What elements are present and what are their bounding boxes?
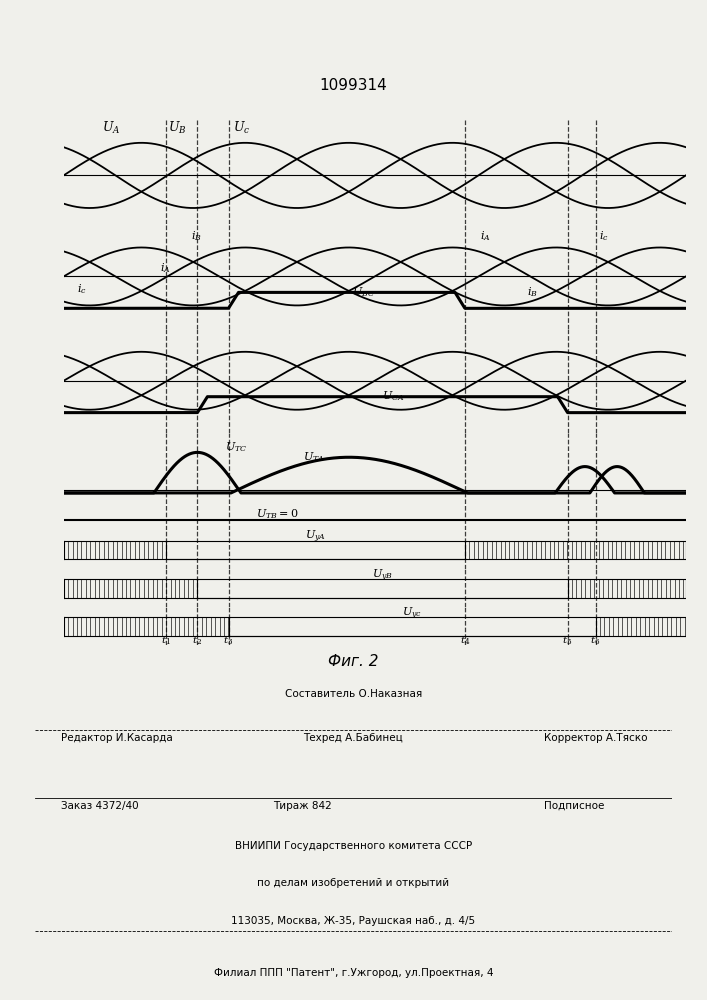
Text: $i_A$: $i_A$ — [160, 261, 171, 275]
Text: $U_{yc}$: $U_{yc}$ — [402, 605, 422, 622]
Text: $t_2$: $t_2$ — [192, 634, 202, 647]
Text: Техред А.Бабинец: Техред А.Бабинец — [303, 733, 402, 743]
Text: $t_1$: $t_1$ — [161, 634, 171, 647]
Text: $i_c$: $i_c$ — [599, 229, 609, 243]
Text: $U_c$: $U_c$ — [233, 119, 250, 136]
Text: Заказ 4372/40: Заказ 4372/40 — [61, 801, 139, 811]
Text: $t_4$: $t_4$ — [460, 634, 470, 647]
Text: Филиал ППП "Патент", г.Ужгород, ул.Проектная, 4: Филиал ППП "Патент", г.Ужгород, ул.Проек… — [214, 968, 493, 978]
Text: Составитель О.Наказная: Составитель О.Наказная — [285, 689, 422, 699]
Text: $i_B$: $i_B$ — [191, 229, 202, 243]
Text: $U_B$: $U_B$ — [168, 119, 187, 136]
Text: $t_5$: $t_5$ — [563, 634, 573, 647]
Text: Редактор И.Касарда: Редактор И.Касарда — [61, 733, 173, 743]
Text: $U_{TB}=0$: $U_{TB}=0$ — [257, 507, 299, 521]
Text: Корректор А.Тяско: Корректор А.Тяско — [544, 733, 648, 743]
Text: $t_6$: $t_6$ — [590, 634, 601, 647]
Text: по делам изобретений и открытий: по делам изобретений и открытий — [257, 878, 450, 888]
Text: $i_B$: $i_B$ — [527, 285, 538, 299]
Text: $U_{BC}$: $U_{BC}$ — [351, 285, 375, 299]
Text: $i_A$: $i_A$ — [481, 229, 491, 243]
Text: Тираж 842: Тираж 842 — [273, 801, 332, 811]
Text: 113035, Москва, Ж-35, Раушская наб., д. 4/5: 113035, Москва, Ж-35, Раушская наб., д. … — [231, 916, 476, 926]
Text: Фиг. 2: Фиг. 2 — [328, 654, 379, 670]
Text: 1099314: 1099314 — [320, 78, 387, 93]
Text: $U_{yB}$: $U_{yB}$ — [372, 567, 393, 584]
Text: Подписное: Подписное — [544, 801, 604, 811]
Text: $U_{yA}$: $U_{yA}$ — [305, 529, 326, 545]
Text: ВНИИПИ Государственного комитета СССР: ВНИИПИ Государственного комитета СССР — [235, 841, 472, 851]
Text: $U_{CA}$: $U_{CA}$ — [382, 389, 405, 403]
Text: $U_{TA}$: $U_{TA}$ — [303, 450, 325, 464]
Text: $U_{TC}$: $U_{TC}$ — [226, 440, 247, 454]
Text: $i_c$: $i_c$ — [77, 282, 87, 296]
Text: $t_3$: $t_3$ — [223, 634, 233, 647]
Text: $U_A$: $U_A$ — [103, 119, 121, 136]
